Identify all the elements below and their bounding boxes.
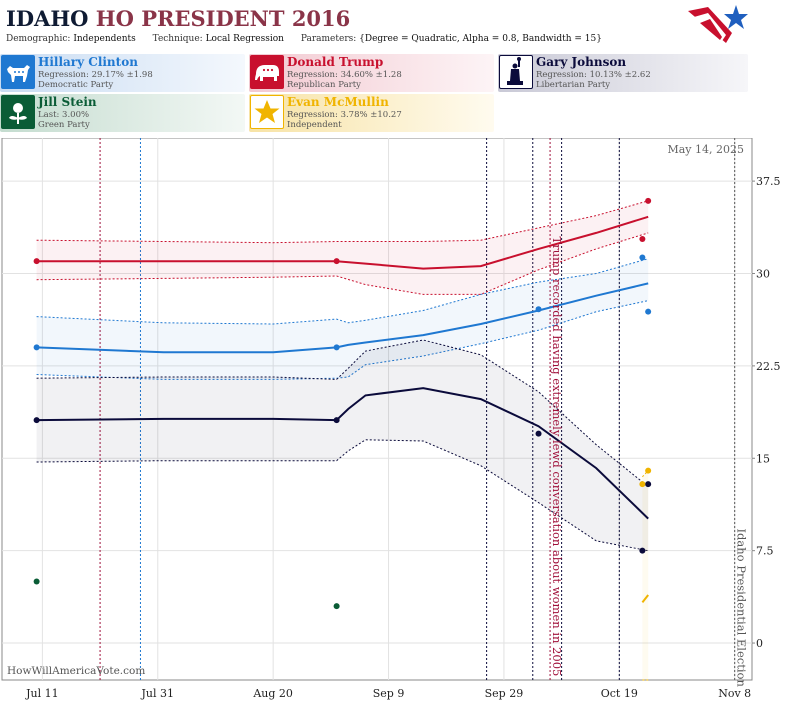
regression-line	[36, 215, 649, 270]
band-upper-edge	[642, 470, 649, 478]
legend-stat: Regression: 29.17% ±1.98	[38, 70, 153, 80]
y-tick-label: 7.5	[756, 545, 774, 558]
legend-name: Hillary Clinton	[38, 55, 138, 69]
legend-trump: Donald Trump Regression: 34.60% ±1.28 Re…	[249, 54, 494, 92]
y-tick-label: 0	[756, 637, 763, 650]
legend-johnson: Gary Johnson Regression: 10.13% ±2.62 Li…	[498, 54, 748, 92]
poll-point	[645, 467, 652, 474]
legend-party: Libertarian Party	[536, 80, 611, 90]
poll-point	[33, 258, 40, 265]
parameters-label: Parameters:	[300, 34, 357, 44]
legend-party: Green Party	[38, 120, 90, 130]
confidence-band	[36, 258, 649, 380]
legend-clinton: Hillary Clinton Regression: 29.17% ±1.98…	[0, 54, 245, 92]
poll-point	[639, 254, 646, 261]
page-title: IDAHO HO PRESIDENT 2016	[6, 6, 350, 31]
legend-party: Republican Party	[287, 80, 361, 90]
event-annotation: Trump recorded having extremely lewd con…	[550, 237, 564, 677]
y-tick-label: 15	[756, 452, 770, 465]
poll-chart: 0 7.5 15 22.5 30 37.5 Jul 11 Jul 31 Aug 20 Sep 9 S…	[1, 137, 781, 700]
legend-stat: Regression: 34.60% ±1.28	[287, 70, 402, 80]
x-tick-label: Aug 20	[252, 687, 293, 700]
x-tick-label: Jul 31	[141, 687, 175, 700]
parameters-value: {Degree = Quadratic, Alpha = 0.8, Bandwi…	[359, 34, 602, 44]
legend-name: Donald Trump	[287, 55, 384, 69]
poll-point	[333, 417, 340, 424]
legend-stat: Regression: 3.78% ±10.27	[287, 110, 402, 120]
x-tick-label: Jul 11	[25, 687, 59, 700]
legend-party: Democratic Party	[38, 80, 114, 90]
y-tick-label: 30	[756, 268, 770, 281]
poll-point	[333, 258, 340, 265]
poll-point	[639, 481, 646, 488]
title-rest: HO PRESIDENT 2016	[95, 6, 351, 31]
x-tick-label: Nov 8	[718, 687, 751, 700]
poll-point	[639, 547, 646, 554]
chart-date-label: May 14, 2025	[667, 143, 744, 156]
poll-point	[535, 430, 542, 437]
poll-point	[333, 603, 340, 610]
confidence-band	[36, 200, 649, 295]
band-lower-edge	[36, 300, 649, 380]
parameters-line: Demographic: Independents Technique: Loc…	[6, 34, 616, 44]
event-annotation: Idaho Presidential Election	[735, 528, 749, 687]
liberty-statue-icon	[507, 57, 523, 85]
legend-party: Independent	[287, 120, 342, 130]
demographic-value: Independents	[73, 34, 136, 44]
chart-area: 0 7.5 15 22.5 30 37.5 Jul 11 Jul 31 Aug 20 Sep 9 S…	[0, 137, 789, 704]
technique-value: Local Regression	[205, 34, 284, 44]
poll-point	[33, 344, 40, 351]
elephant-icon	[255, 65, 279, 81]
legend-name: Gary Johnson	[536, 55, 627, 69]
rose-icon	[9, 103, 27, 124]
site-logo	[688, 5, 748, 43]
y-tick-label: 37.5	[756, 175, 781, 188]
watermark-label: HowWillAmericaVote.com	[7, 665, 145, 677]
poll-point	[645, 481, 652, 488]
legend-stat: Regression: 10.13% ±2.62	[536, 70, 651, 80]
plot-frame	[1, 137, 753, 681]
confidence-band	[642, 470, 649, 680]
poll-point	[639, 236, 646, 243]
star-icon	[254, 100, 280, 123]
confidence-band	[36, 340, 649, 551]
band-upper-edge	[36, 200, 649, 244]
band-lower-edge	[36, 232, 649, 295]
donkey-icon	[7, 65, 30, 82]
x-tick-label: Oct 19	[601, 687, 638, 700]
technique-label: Technique:	[152, 34, 203, 44]
y-tick-label: 22.5	[756, 360, 781, 373]
legend-stein: Jill Stein Last: 3.00% Green Party	[0, 94, 245, 132]
poll-point	[645, 308, 652, 315]
band-lower-edge	[36, 439, 649, 552]
demographic-label: Demographic:	[6, 34, 71, 44]
poll-point	[333, 344, 340, 351]
legend-name: Jill Stein	[38, 95, 97, 109]
legend-mcmullin: Evan McMullin Regression: 3.78% ±10.27 I…	[249, 94, 494, 132]
regression-line	[36, 282, 649, 354]
band-upper-edge	[36, 339, 649, 487]
x-tick-label: Sep 29	[485, 687, 524, 700]
header: IDAHO HO PRESIDENT 2016 Demographic: Ind…	[0, 0, 789, 52]
legend-name: Evan McMullin	[287, 95, 389, 109]
band-upper-edge	[36, 258, 649, 325]
poll-point	[645, 197, 652, 204]
x-tick-label: Sep 9	[373, 687, 405, 700]
poll-point	[33, 417, 40, 424]
legend-stat: Last: 3.00%	[38, 110, 90, 120]
regression-line	[641, 594, 649, 604]
poll-point	[535, 306, 542, 313]
regression-line	[36, 387, 649, 520]
title-state: IDAHO	[6, 6, 89, 31]
poll-point	[33, 578, 40, 585]
